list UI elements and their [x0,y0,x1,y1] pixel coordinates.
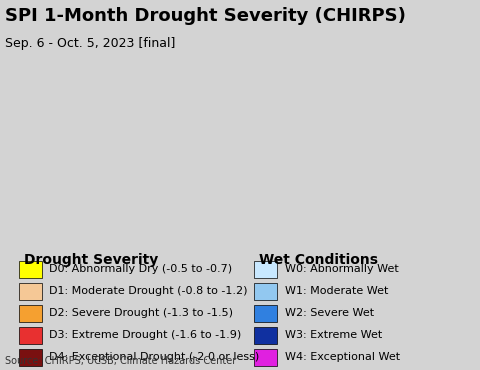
FancyBboxPatch shape [254,349,277,366]
Text: SPI 1-Month Drought Severity (CHIRPS): SPI 1-Month Drought Severity (CHIRPS) [5,7,406,25]
Text: D3: Extreme Drought (-1.6 to -1.9): D3: Extreme Drought (-1.6 to -1.9) [49,330,242,340]
Text: Sep. 6 - Oct. 5, 2023 [final]: Sep. 6 - Oct. 5, 2023 [final] [5,37,175,50]
Text: W4: Exceptional Wet: W4: Exceptional Wet [285,352,400,363]
Text: D2: Severe Drought (-1.3 to -1.5): D2: Severe Drought (-1.3 to -1.5) [49,308,233,319]
Text: Source: CHIRPS, UCSB, Climate Hazards Center: Source: CHIRPS, UCSB, Climate Hazards Ce… [5,356,236,366]
FancyBboxPatch shape [19,261,42,278]
Text: W2: Severe Wet: W2: Severe Wet [285,308,374,319]
Text: D0: Abnormally Dry (-0.5 to -0.7): D0: Abnormally Dry (-0.5 to -0.7) [49,264,233,275]
FancyBboxPatch shape [254,305,277,322]
FancyBboxPatch shape [254,283,277,300]
FancyBboxPatch shape [19,283,42,300]
Text: W3: Extreme Wet: W3: Extreme Wet [285,330,382,340]
Text: Wet Conditions: Wet Conditions [259,253,378,267]
FancyBboxPatch shape [254,327,277,344]
FancyBboxPatch shape [19,349,42,366]
Text: D1: Moderate Drought (-0.8 to -1.2): D1: Moderate Drought (-0.8 to -1.2) [49,286,248,296]
Text: D4: Exceptional Drought (-2.0 or less): D4: Exceptional Drought (-2.0 or less) [49,352,260,363]
FancyBboxPatch shape [19,327,42,344]
Text: W0: Abnormally Wet: W0: Abnormally Wet [285,264,398,275]
FancyBboxPatch shape [19,305,42,322]
Text: W1: Moderate Wet: W1: Moderate Wet [285,286,388,296]
FancyBboxPatch shape [254,261,277,278]
Text: Drought Severity: Drought Severity [24,253,158,267]
